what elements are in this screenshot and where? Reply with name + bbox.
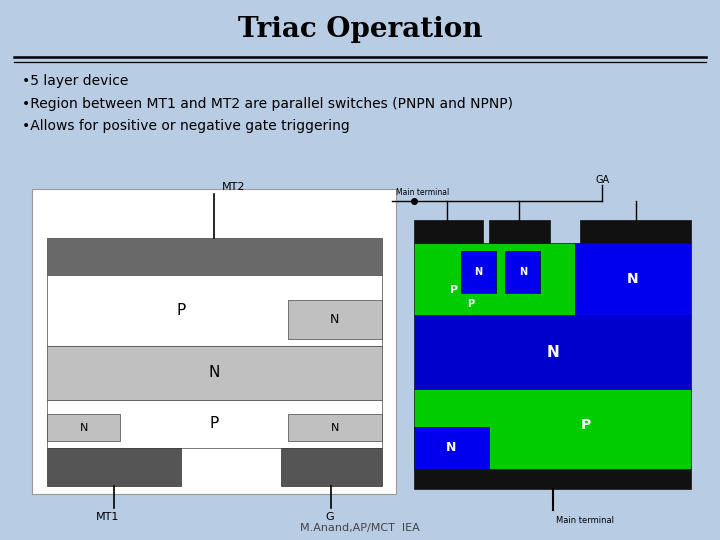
Text: P: P [467,299,474,309]
Text: G: G [325,512,334,522]
Text: N: N [330,313,339,326]
Bar [32,189,396,494]
Text: N: N [627,272,639,286]
Text: N: N [330,422,339,433]
Bar [414,220,483,244]
Text: N: N [518,267,527,277]
Text: Main terminal: Main terminal [556,516,614,525]
Bar [288,414,382,441]
Text: N: N [79,422,88,433]
Text: M.Anand,AP/MCT  IEA: M.Anand,AP/MCT IEA [300,523,420,533]
Bar [288,300,382,339]
Bar [47,275,382,346]
Text: N: N [474,267,482,277]
Bar [414,244,575,315]
Text: P: P [210,416,219,431]
Text: Main terminal: Main terminal [396,188,449,197]
Bar [505,251,540,293]
Bar [47,238,382,275]
Bar [414,469,691,489]
Bar [414,427,489,469]
Bar [414,389,691,469]
Bar [47,346,382,400]
Text: •Region between MT1 and MT2 are parallel switches (PNPN and NPNP): •Region between MT1 and MT2 are parallel… [22,97,513,111]
Bar [414,315,691,389]
Bar [575,244,691,315]
Text: Triac Operation: Triac Operation [238,16,482,43]
Text: •Allows for positive or negative gate triggering: •Allows for positive or negative gate tr… [22,119,349,133]
Text: •5 layer device: •5 layer device [22,74,128,88]
Bar [489,220,550,244]
Text: MT1: MT1 [96,512,119,522]
Text: MT2: MT2 [222,181,245,192]
Text: GA: GA [595,175,610,185]
Text: N: N [446,441,456,454]
Text: N: N [209,365,220,380]
Text: P: P [450,285,458,295]
Bar [47,414,120,441]
Bar [47,448,181,486]
Bar [47,400,382,448]
Text: P: P [176,303,185,318]
Bar [461,251,496,293]
Bar [580,220,691,244]
Bar [282,448,382,486]
Text: P: P [581,418,591,432]
Text: N: N [546,345,559,360]
